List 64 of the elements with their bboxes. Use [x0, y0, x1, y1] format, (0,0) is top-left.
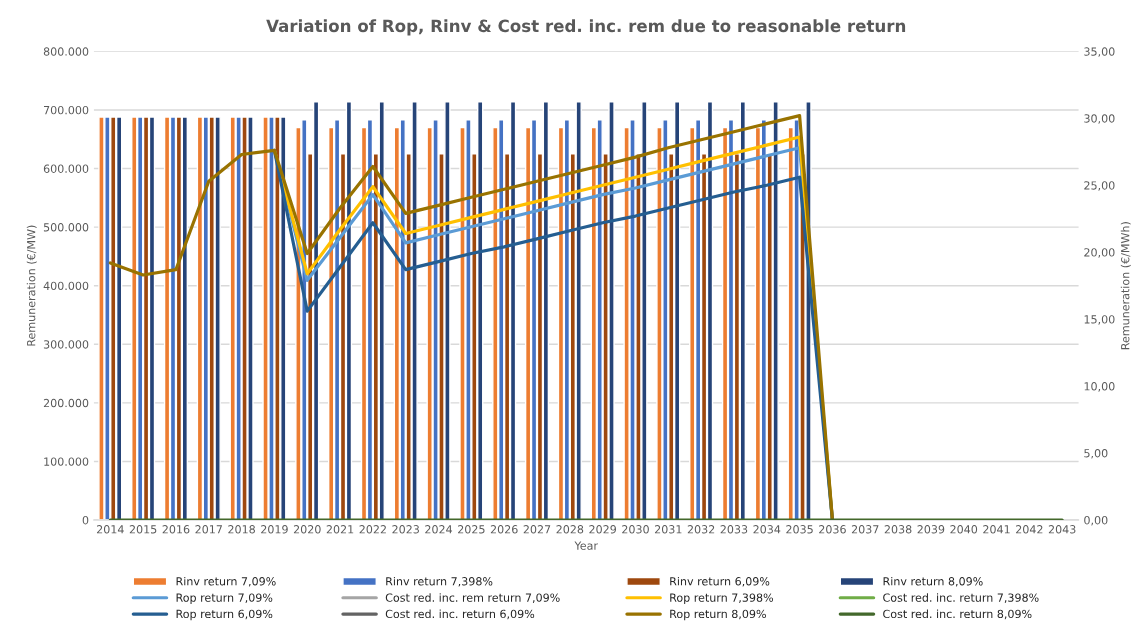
- x-tick-label: 2029: [589, 525, 617, 534]
- line-series: [108, 114, 835, 521]
- x-tick-label: 2023: [392, 525, 419, 534]
- x-tick-label: 2043: [1048, 525, 1076, 534]
- legend-label: Rop return 7,09%: [176, 593, 273, 604]
- y-tick-label: 500.000: [43, 223, 89, 232]
- x-tick-label: 2025: [458, 525, 485, 534]
- legend-label: Rinv return 6,09%: [670, 576, 770, 587]
- y-tick-label: 400.000: [43, 281, 89, 291]
- y2-tick-label: 25,00: [1084, 181, 1115, 191]
- x-tick-label: 2016: [162, 525, 190, 534]
- y-tick-label: 0: [82, 515, 89, 525]
- y2-tick-label: 20,00: [1084, 248, 1115, 258]
- y-axis-title: Remuneration (€/MW): [26, 225, 37, 346]
- legend-label: Rop return 6,09%: [176, 609, 273, 621]
- legend-label: Rinv return 7,09%: [176, 576, 276, 587]
- x-tick-label: 2039: [917, 525, 945, 534]
- x-tick-label: 2019: [261, 525, 288, 534]
- x-tick-label: 2024: [425, 525, 453, 534]
- y2-tick-label: 15,00: [1084, 315, 1115, 325]
- legend-label: Cost red. inc. return 6,09%: [385, 609, 535, 620]
- x-tick-label: 2035: [786, 525, 813, 534]
- chart-title: Variation of Rop, Rinv & Cost red. inc. rem due to reasonable return: [266, 19, 906, 36]
- y-tick-label: 800.000: [43, 47, 89, 56]
- legend-label: Rop return 7,398%: [670, 593, 774, 604]
- y2-axis-title: Remuneration (€/MWh): [1120, 222, 1131, 350]
- y-tick-label: 200.000: [43, 398, 89, 408]
- y2-tick-label: 5,00: [1084, 449, 1108, 459]
- x-tick-label: 2020: [293, 525, 321, 534]
- y-tick-label: 700.000: [43, 105, 89, 115]
- legend-label: Cost red. inc. return 8,09%: [883, 609, 1032, 620]
- y-tick-label: 300.000: [43, 340, 89, 349]
- x-tick-label: 2034: [753, 525, 781, 534]
- x-tick-label: 2026: [490, 525, 518, 534]
- x-tick-label: 2042: [1016, 525, 1043, 534]
- x-tick-label: 2037: [851, 525, 879, 534]
- legend-label: Cost red. inc. rem return 7,09%: [385, 593, 560, 603]
- x-tick-label: 2038: [884, 525, 912, 534]
- x-tick-label: 2040: [950, 525, 978, 534]
- x-tick-label: 2030: [622, 525, 649, 534]
- x-tick-label: 2033: [720, 525, 748, 534]
- x-tick-label: 2027: [523, 525, 551, 534]
- legend-label: Rinv return 8,09%: [883, 576, 983, 587]
- legend-label: Rinv return 7,398%: [386, 576, 493, 587]
- x-tick-label: 2018: [228, 525, 255, 534]
- x-tick-label: 2028: [556, 525, 584, 534]
- y-tick-label: 100.000: [44, 457, 89, 466]
- y-tick-label: 600.000: [43, 164, 89, 173]
- x-tick-label: 2014: [96, 525, 124, 534]
- y2-tick-label: 35,00: [1084, 47, 1115, 57]
- x-tick-label: 2021: [326, 525, 354, 534]
- x-tick-label: 2036: [819, 525, 846, 534]
- y2-tick-label: 30,00: [1084, 114, 1115, 124]
- x-tick-label: 2022: [359, 525, 386, 534]
- x-axis-title: Year: [574, 541, 598, 550]
- x-tick-label: 2015: [129, 525, 157, 534]
- legend-label: Cost red. inc. return 7,398%: [883, 593, 1039, 603]
- y2-tick-label: 10,00: [1084, 382, 1115, 392]
- x-tick-label: 2017: [195, 525, 222, 534]
- x-tick-label: 2041: [983, 525, 1010, 534]
- legend-label: Rop return 8,09%: [670, 609, 766, 621]
- x-tick-label: 2031: [654, 525, 682, 534]
- x-tick-label: 2032: [687, 525, 715, 534]
- y2-tick-label: 0,00: [1084, 515, 1108, 526]
